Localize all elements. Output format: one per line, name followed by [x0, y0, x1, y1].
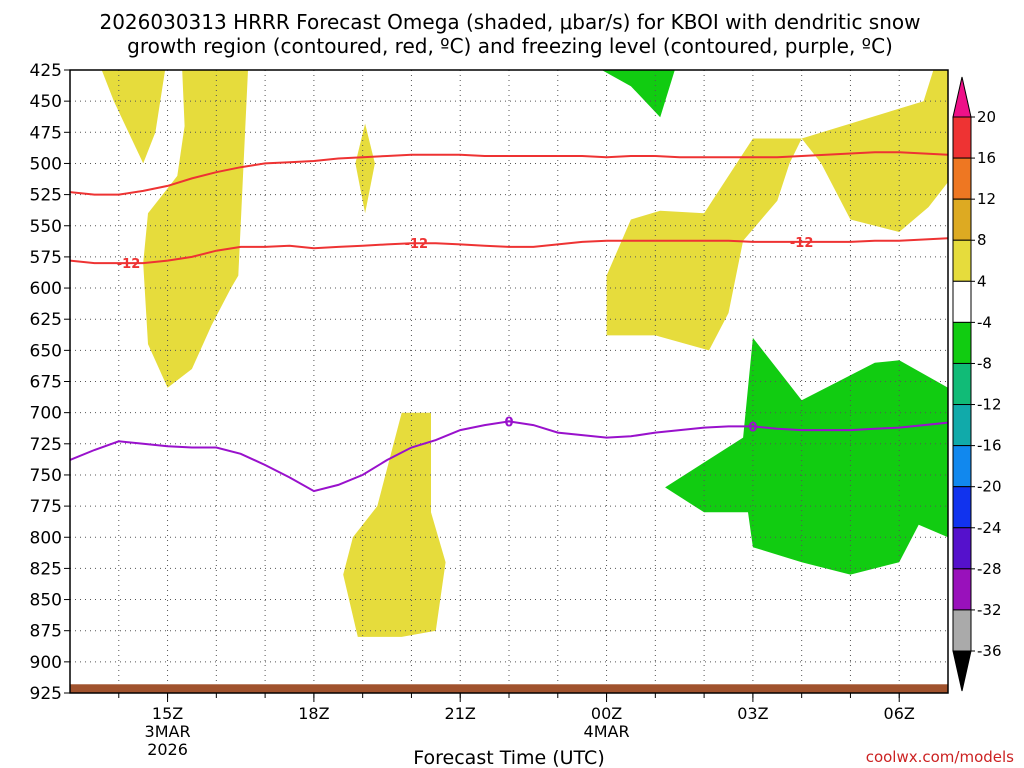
- y-tick-label-1: 450: [30, 92, 62, 112]
- x-tick-label-1: 18Z: [298, 704, 329, 723]
- colorbar-box-7: [952, 404, 972, 447]
- dgz-contour-label-0-1: -12: [405, 237, 429, 252]
- colorbar-label-10: -24: [977, 519, 1002, 537]
- colorbar-box-12: [952, 609, 972, 652]
- y-tick-label-9: 650: [30, 341, 62, 361]
- y-tick-label-20: 925: [30, 684, 62, 704]
- y-tick-label-4: 525: [30, 186, 62, 206]
- colorbar-label-9: -20: [977, 478, 1002, 496]
- colorbar-label-11: -28: [977, 560, 1002, 578]
- colorbar-box-1: [952, 157, 972, 200]
- dgz-contour-label-0-0: -12: [117, 257, 141, 272]
- colorbar-label-13: -36: [977, 642, 1002, 660]
- y-tick-label-16: 825: [30, 559, 62, 579]
- omega-region-positive-3: [343, 412, 446, 637]
- omega-region-positive-4: [606, 70, 948, 351]
- y-tick-label-19: 900: [30, 653, 62, 673]
- credit-text: coolwx.com/models: [866, 748, 1014, 766]
- x-tick-date-0: 3MAR: [145, 722, 191, 741]
- plot-inner: -12 -12 -12 0 0: [70, 70, 948, 693]
- colorbar-label-7: -12: [977, 396, 1002, 414]
- omega-region-positive-1: [143, 70, 248, 388]
- x-tick-year-0: 2026: [147, 740, 188, 759]
- y-tick-label-0: 425: [30, 61, 62, 81]
- x-tick-date-3: 4MAR: [584, 722, 630, 741]
- y-tick-label-12: 725: [30, 435, 62, 455]
- x-tick-label-5: 06Z: [884, 704, 915, 723]
- colorbar-label-8: -16: [977, 437, 1002, 455]
- y-tick-label-7: 600: [30, 279, 62, 299]
- colorbar-box-4: [952, 280, 972, 323]
- colorbar-label-4: 4: [977, 272, 987, 290]
- colorbar-box-0: [952, 116, 972, 159]
- x-tick-label-2: 21Z: [445, 704, 476, 723]
- colorbar-label-2: 12: [977, 190, 996, 208]
- freezing-contour-line-0: [70, 420, 948, 493]
- colorbar-box-8: [952, 445, 972, 488]
- y-tick-label-10: 675: [30, 373, 62, 393]
- colorbar-box-2: [952, 198, 972, 241]
- y-tick-label-18: 875: [30, 622, 62, 642]
- colorbar-label-0: 20: [977, 108, 996, 126]
- y-tick-label-3: 500: [30, 154, 62, 174]
- omega-region-negative-6: [665, 337, 948, 575]
- colorbar-label-5: -4: [977, 313, 992, 331]
- colorbar-bottom-arrow: [952, 650, 972, 692]
- y-tick-label-2: 475: [30, 123, 62, 143]
- colorbar-box-9: [952, 486, 972, 529]
- x-tick-label-4: 03Z: [737, 704, 768, 723]
- freezing-contour-label-0-1: 0: [748, 420, 757, 435]
- chart-title-line-2: growth region (contoured, red, ºC) and f…: [127, 34, 893, 58]
- omega-region-positive-0: [101, 70, 166, 164]
- colorbar-box-5: [952, 321, 972, 364]
- colorbar-label-1: 16: [977, 149, 996, 167]
- y-tick-label-11: 700: [30, 404, 62, 424]
- axes: 425 450 475 500 525 550 575 600 625 650 675 700 725 7…: [30, 61, 949, 759]
- freezing-contour-label-0-0: 0: [504, 415, 513, 430]
- x-tick-label-3: 00Z: [591, 704, 622, 723]
- omega-region-negative-5: [601, 70, 675, 118]
- x-tick-label-0: 15Z: [152, 704, 183, 723]
- plot-area: -12 -12 -12 0 0: [70, 70, 948, 693]
- y-tick-label-15: 800: [30, 528, 62, 548]
- omega-region-positive-2: [355, 123, 375, 214]
- y-tick-label-6: 575: [30, 248, 62, 268]
- x-axis-title: Forecast Time (UTC): [413, 747, 604, 768]
- colorbar-box-3: [952, 239, 972, 282]
- y-tick-label-13: 750: [30, 466, 62, 486]
- colorbar-label-12: -32: [977, 601, 1002, 619]
- y-tick-label-5: 550: [30, 217, 62, 237]
- colorbar: 20 16 12 8 4 -4 -8 -12 -16 -20 -24 -28 -32 -36: [952, 76, 1002, 692]
- chart-title-line-1: 2026030313 HRRR Forecast Omega (shaded, …: [99, 10, 920, 34]
- y-tick-label-17: 850: [30, 591, 62, 611]
- colorbar-box-11: [952, 568, 972, 611]
- dgz-contour-line-1: [70, 151, 948, 196]
- colorbar-box-6: [952, 362, 972, 406]
- colorbar-box-10: [952, 527, 972, 570]
- terrain-band: [70, 684, 948, 693]
- y-tick-label-14: 775: [30, 497, 62, 517]
- colorbar-label-3: 8: [977, 231, 987, 249]
- y-tick-label-8: 625: [30, 310, 62, 330]
- colorbar-label-6: -8: [977, 354, 992, 372]
- dgz-contour-line-0: [70, 237, 948, 265]
- dgz-contour-label-0-2: -12: [790, 236, 814, 251]
